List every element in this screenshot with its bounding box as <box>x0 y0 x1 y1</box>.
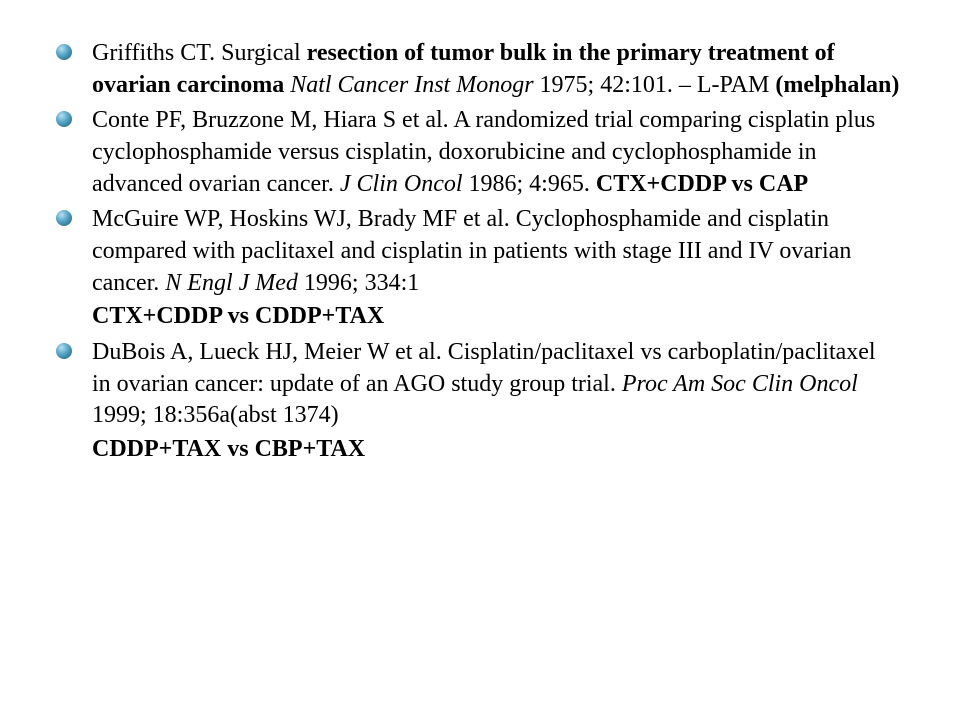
text-run: Griffiths CT. Surgical <box>92 40 307 66</box>
comparison-label: CDDP+TAX vs CBP+TAX <box>92 434 900 466</box>
text-run: Natl Cancer Inst Monogr <box>290 72 533 98</box>
text-run: 1986; 4:965. <box>463 171 596 197</box>
bullet-icon <box>56 111 72 127</box>
slide-body: Griffiths CT. Surgical resection of tumo… <box>0 0 960 716</box>
reference-item: DuBois A, Lueck HJ, Meier W et al. Cispl… <box>92 337 900 466</box>
text-run: J Clin Oncol <box>340 171 463 197</box>
text-run: 1999; 18:356a(abst 1374) <box>92 402 339 428</box>
reference-item: Griffiths CT. Surgical resection of tumo… <box>92 38 900 101</box>
text-run: (melphalan) <box>775 72 899 98</box>
comparison-label: CTX+CDDP vs CDDP+TAX <box>92 301 900 333</box>
bullet-icon <box>56 44 72 60</box>
reference-text: McGuire WP, Hoskins WJ, Brady MF et al. … <box>92 206 900 333</box>
text-run: CTX+CDDP vs CAP <box>596 171 808 197</box>
reference-text: Conte PF, Bruzzone M, Hiara S et al. A r… <box>92 107 875 196</box>
text-run: Proc Am Soc Clin Oncol <box>622 371 858 397</box>
text-run: 1975; 42:101. – L-PAM <box>534 72 776 98</box>
bullet-icon <box>56 343 72 359</box>
reference-item: Conte PF, Bruzzone M, Hiara S et al. A r… <box>92 105 900 200</box>
reference-text: DuBois A, Lueck HJ, Meier W et al. Cispl… <box>92 339 900 466</box>
reference-text: Griffiths CT. Surgical resection of tumo… <box>92 40 899 98</box>
reference-item: McGuire WP, Hoskins WJ, Brady MF et al. … <box>92 204 900 333</box>
text-run: 1996; 334:1 <box>298 270 419 296</box>
text-run: N Engl J Med <box>165 270 298 296</box>
bullet-icon <box>56 210 72 226</box>
